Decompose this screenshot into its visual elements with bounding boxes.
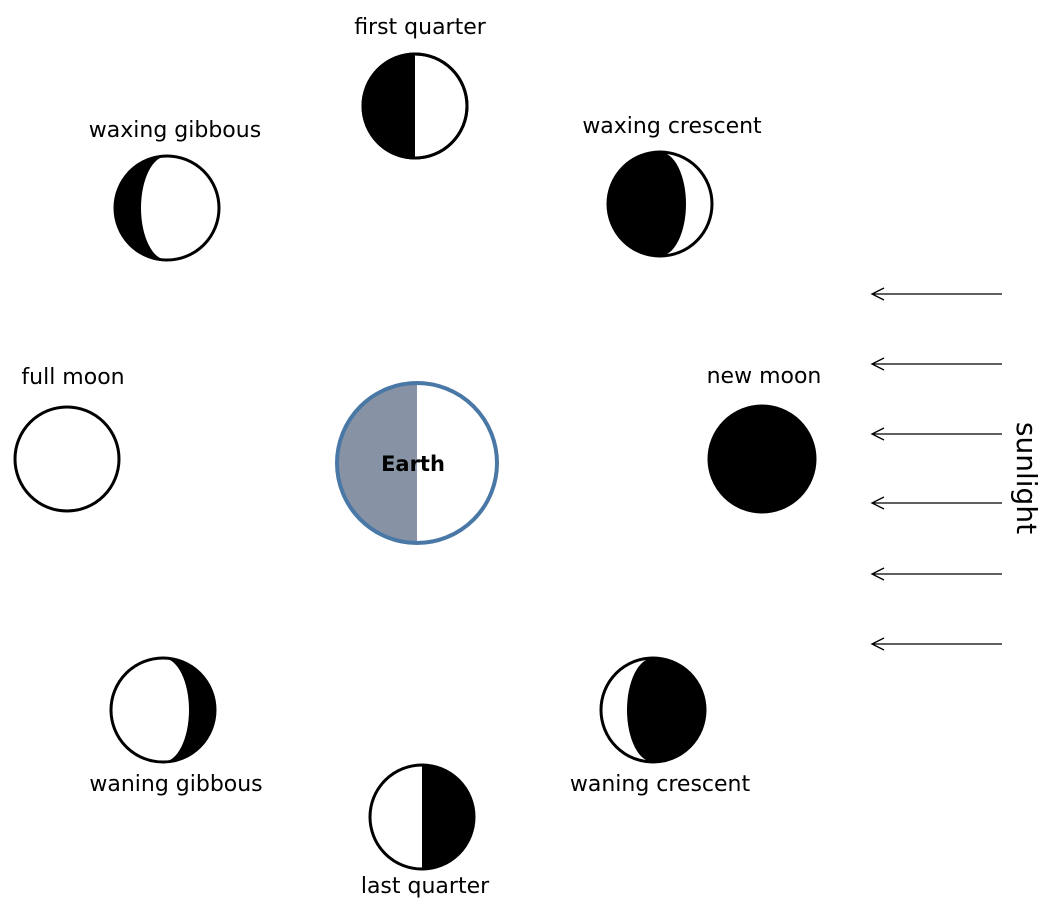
earth-label: Earth xyxy=(381,452,445,476)
moon-label: last quarter xyxy=(361,874,490,899)
moon-label: waning gibbous xyxy=(89,772,262,797)
moon-phase-diagram: first quarter waxing gibbous waxing cres… xyxy=(0,0,1047,905)
moon-label: waxing gibbous xyxy=(89,118,261,143)
moon-label: waning crescent xyxy=(570,772,751,797)
earth: Earth xyxy=(337,383,497,543)
moon-waning-gibbous xyxy=(111,658,215,762)
moon-label: full moon xyxy=(21,365,124,390)
moon-last-quarter xyxy=(370,765,474,869)
moon-new xyxy=(709,406,815,512)
moon-waxing-gibbous xyxy=(115,156,219,260)
moon-label: waxing crescent xyxy=(582,114,762,139)
moon-label: new moon xyxy=(707,364,822,389)
moon-label: first quarter xyxy=(354,15,487,40)
moon-full xyxy=(15,407,119,511)
moon-waxing-crescent xyxy=(608,152,712,256)
moon-first-quarter xyxy=(363,54,467,158)
sunlight-arrows xyxy=(872,288,1002,650)
sunlight-label: sunlight xyxy=(1010,422,1043,534)
moon-waning-crescent xyxy=(601,658,705,762)
